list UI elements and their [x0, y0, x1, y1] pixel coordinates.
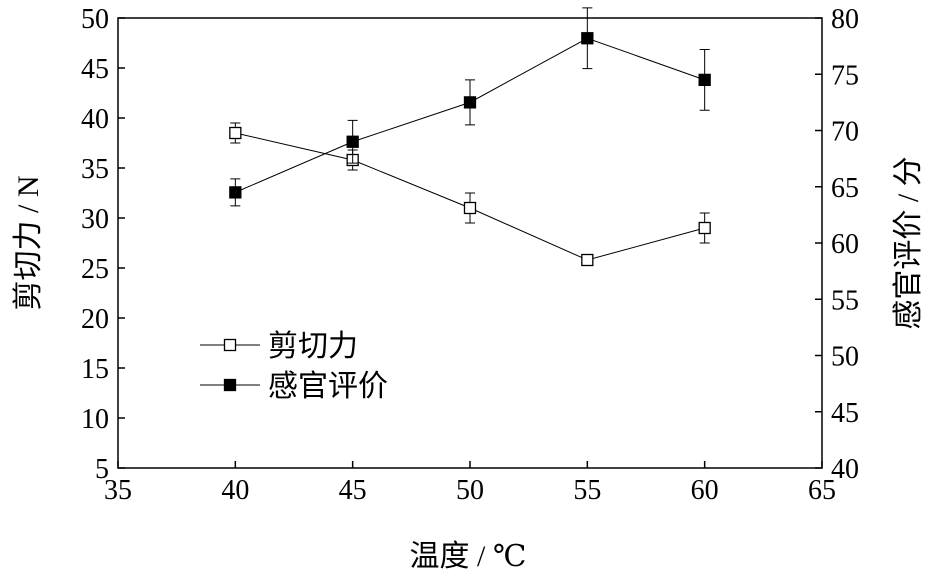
data-point: [463, 96, 477, 109]
series-layer: [229, 7, 711, 267]
data-point: [346, 135, 359, 148]
x-tick-label: 40: [221, 475, 249, 506]
x-tick-label: 55: [573, 475, 601, 506]
right-y-tick-label: 65: [831, 173, 859, 204]
right-y-tick-label: 60: [831, 229, 859, 260]
left-y-tick-label: 35: [81, 154, 109, 185]
x-tick-label: 60: [691, 475, 719, 506]
legend-item-1: 剪切力: [200, 330, 358, 363]
data-point: [698, 221, 711, 235]
left-y-tick-label: 30: [81, 204, 109, 235]
x-axis-label: 温度 / ℃: [410, 540, 527, 573]
x-tick-label: 45: [339, 475, 367, 506]
x-tick-label: 35: [104, 475, 132, 506]
right-y-tick-label: 50: [831, 342, 859, 373]
data-point: [698, 73, 711, 87]
legend-marker: [223, 378, 237, 392]
right-y-tick-label: 75: [831, 60, 859, 91]
x-tick-label: 65: [808, 475, 836, 506]
left-y-tick-label: 15: [81, 354, 109, 385]
left-y-tick-label: 45: [81, 54, 109, 85]
left-y-tick-label: 40: [81, 104, 109, 135]
data-point: [581, 253, 594, 267]
legend-item-2: 感官评价: [200, 370, 388, 403]
right-y-tick-label: 70: [831, 117, 859, 148]
series-1: [229, 122, 711, 267]
left-y-tick-label: 50: [81, 4, 109, 35]
left-y-axis-label: 剪切力 / N: [12, 176, 45, 311]
series-2: [229, 7, 711, 207]
legend-marker: [223, 338, 237, 352]
data-point: [229, 186, 242, 199]
right-y-tick-label: 45: [831, 398, 859, 429]
right-y-axis-ticks: 40 45 50 55 60 65 70 75 80: [815, 4, 859, 485]
left-y-tick-label: 10: [81, 404, 109, 435]
left-y-tick-label: 5: [95, 454, 109, 485]
left-y-axis-ticks: 5 10 15 20 25 30 35 40 45 50: [81, 4, 125, 485]
right-y-tick-label: 40: [831, 454, 859, 485]
right-y-axis-label: 感官评价 / 分: [892, 156, 925, 329]
right-y-tick-label: 55: [831, 285, 859, 316]
legend-label: 剪切力: [268, 330, 358, 363]
x-axis-ticks: 35 40 45 50 55 60 65: [104, 461, 836, 506]
data-point: [463, 201, 477, 215]
right-y-tick-label: 80: [831, 4, 859, 35]
x-tick-label: 50: [456, 475, 484, 506]
left-y-tick-label: 25: [81, 254, 109, 285]
left-y-tick-label: 20: [81, 304, 109, 335]
legend-label: 感官评价: [268, 370, 388, 403]
data-point: [229, 126, 242, 140]
data-point: [581, 32, 594, 45]
